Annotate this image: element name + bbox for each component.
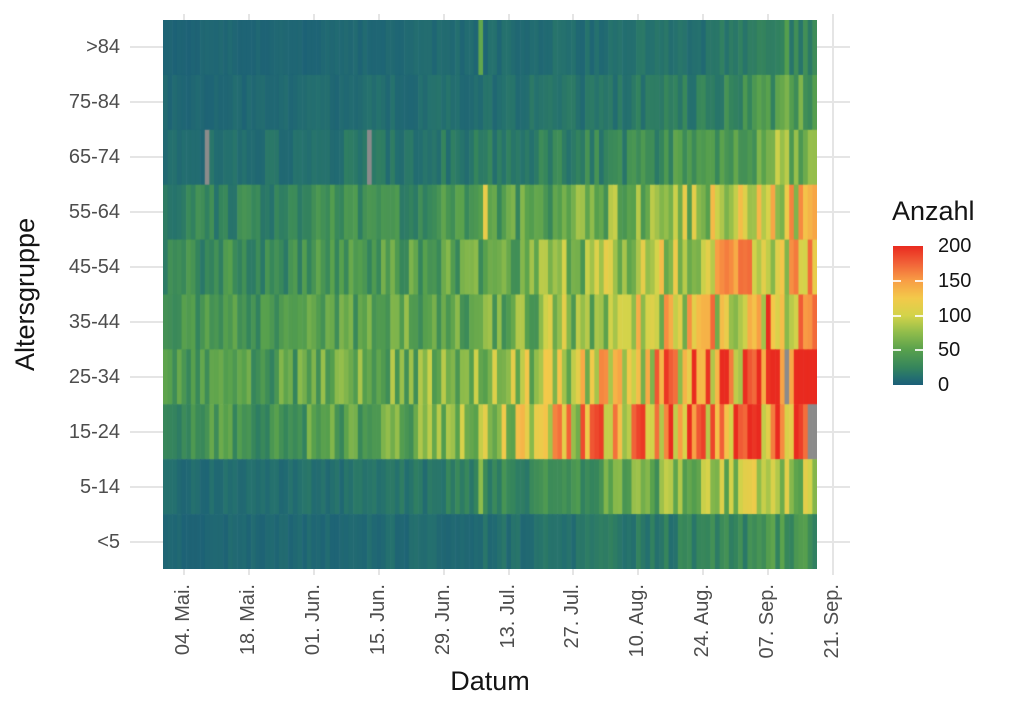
- plot-panel: [130, 14, 850, 575]
- x-tick-label: 10. Aug.: [626, 584, 649, 658]
- legend-tick-label: 200: [938, 235, 972, 257]
- colorbar-tick: [893, 314, 901, 317]
- legend-colorbar: [893, 246, 923, 385]
- legend-tick-label: 50: [938, 339, 961, 362]
- colorbar-tick: [893, 279, 901, 282]
- legend-title: Anzahl: [892, 196, 975, 226]
- colorbar-tick: [893, 349, 901, 352]
- colorbar-tick: [915, 349, 923, 352]
- x-tick-label: 07. Sep.: [756, 584, 779, 659]
- x-axis-title: Datum: [450, 666, 530, 696]
- y-tick-label: 15-24: [68, 420, 120, 443]
- x-tick-label: 29. Jun.: [431, 584, 454, 656]
- x-tick-label: 01. Jun.: [301, 584, 324, 656]
- x-tick-label: 13. Jul.: [496, 584, 519, 649]
- legend-tick-label: 100: [938, 304, 972, 327]
- x-tick-label: 21. Sep.: [821, 584, 844, 659]
- y-tick-label: 35-44: [68, 310, 120, 333]
- y-tick-label: >84: [86, 36, 120, 59]
- x-tick-label: 04. Mai.: [171, 584, 194, 656]
- y-tick-label: 45-54: [68, 256, 120, 279]
- gridline-x: [832, 14, 835, 575]
- legend-tick-label: 0: [938, 374, 950, 396]
- colorbar-tick: [915, 279, 923, 282]
- y-tick-label: <5: [97, 530, 120, 553]
- legend-tick-label: 150: [938, 269, 972, 292]
- y-axis-title: Altersgruppe: [10, 217, 40, 372]
- y-tick-label: 55-64: [68, 201, 120, 224]
- x-tick-label: 18. Mai.: [236, 584, 259, 656]
- heatmap-canvas: [163, 20, 817, 569]
- y-tick-label: 5-14: [79, 475, 120, 498]
- y-tick-label: 65-74: [68, 146, 120, 169]
- x-tick-label: 15. Jun.: [366, 584, 389, 656]
- y-tick-label: 25-34: [68, 365, 120, 388]
- colorbar-tick: [915, 314, 923, 317]
- x-tick-label: 24. Aug.: [691, 584, 714, 658]
- x-tick-label: 27. Jul.: [561, 584, 584, 649]
- y-tick-label: 75-84: [68, 91, 120, 114]
